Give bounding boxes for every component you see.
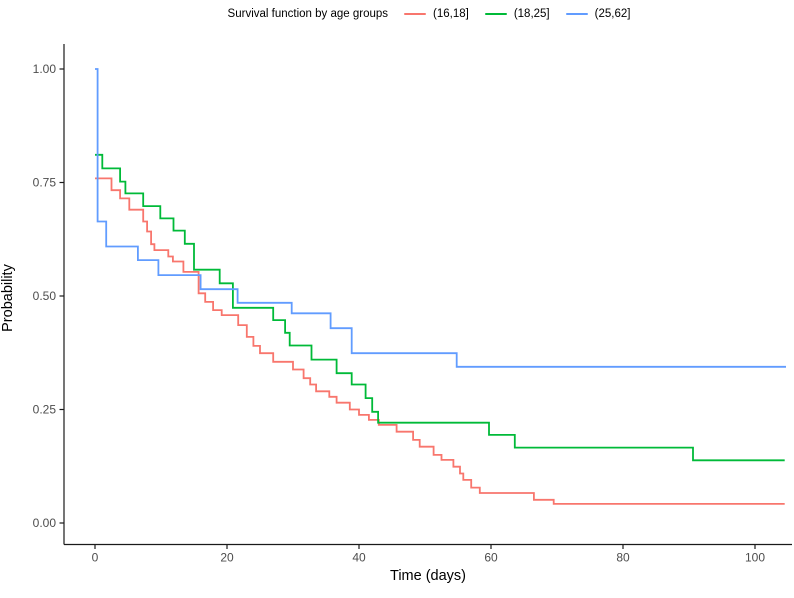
- legend: Survival function by age groups (16,18] (…: [64, 5, 794, 23]
- legend-key-line-icon: [484, 12, 507, 16]
- legend-item-label: (18,25]: [513, 8, 550, 20]
- y-axis-title: Probability: [0, 264, 16, 332]
- legend-key-line-icon: [404, 12, 427, 16]
- survival-curve-(18,25]: [95, 153, 785, 462]
- x-tick-label: 80: [616, 551, 630, 565]
- y-tick-label: 0.25: [33, 403, 57, 417]
- legend-key-line-icon: [565, 12, 588, 16]
- legend-title: Survival function by age groups: [227, 8, 389, 20]
- x-tick-label: 60: [484, 551, 498, 565]
- survival-curve-(25,62]: [95, 68, 786, 368]
- survival-curve-(16,18]: [95, 177, 785, 505]
- legend-item-(16,18]: (16,18]: [404, 8, 469, 20]
- x-tick-label: 0: [92, 551, 99, 565]
- y-tick-label: 1.00: [33, 62, 57, 76]
- x-axis-title: Time (days): [390, 568, 466, 584]
- x-tick-label: 20: [220, 551, 234, 565]
- legend-item-(18,25]: (18,25]: [484, 8, 550, 20]
- y-tick-label: 0.50: [33, 289, 57, 303]
- legend-item-label: (25,62]: [594, 8, 631, 20]
- x-tick-label: 40: [352, 551, 366, 565]
- legend-item-label: (16,18]: [433, 8, 469, 20]
- legend-item-(25,62]: (25,62]: [565, 8, 631, 20]
- y-tick-label: 0.75: [33, 176, 57, 190]
- x-tick-label: 100: [745, 551, 765, 565]
- y-tick-label: 0.00: [33, 516, 57, 530]
